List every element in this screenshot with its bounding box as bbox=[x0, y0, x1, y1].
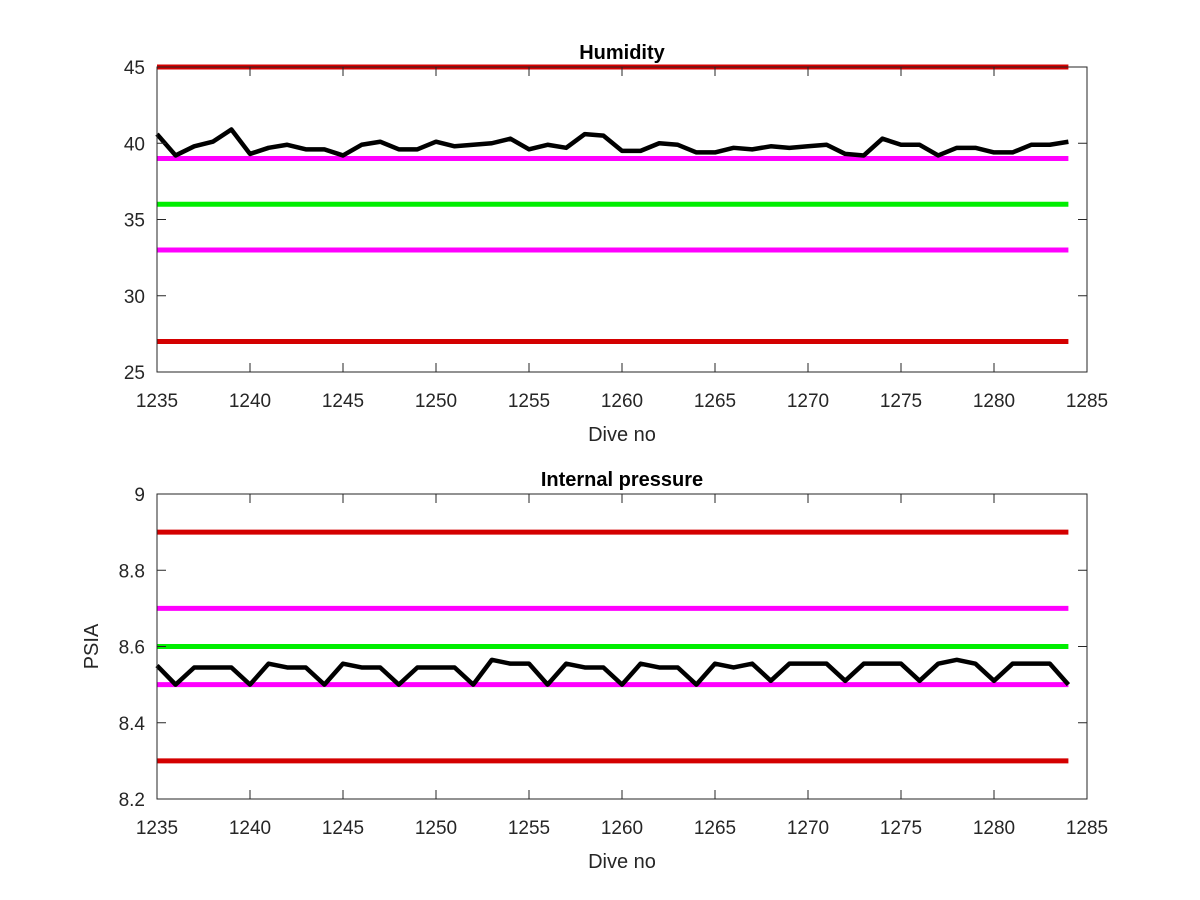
x-tick-label: 1260 bbox=[601, 818, 643, 839]
y-tick-label: 9 bbox=[134, 485, 145, 506]
plot-area bbox=[157, 67, 1087, 372]
chart-title: Internal pressure bbox=[541, 469, 703, 491]
chart-title: Humidity bbox=[579, 42, 665, 64]
y-tick-label: 40 bbox=[124, 134, 145, 155]
y-tick-label: 30 bbox=[124, 287, 145, 308]
x-tick-label: 1285 bbox=[1066, 391, 1108, 412]
x-tick-label: 1245 bbox=[322, 818, 364, 839]
y-tick-label: 8.6 bbox=[119, 638, 145, 659]
x-tick-label: 1265 bbox=[694, 818, 736, 839]
x-tick-label: 1270 bbox=[787, 818, 829, 839]
x-tick-label: 1275 bbox=[880, 818, 922, 839]
x-axis-label: Dive no bbox=[588, 424, 656, 446]
x-axis-label: Dive no bbox=[588, 851, 656, 873]
y-tick-label: 8.8 bbox=[119, 561, 145, 582]
x-tick-label: 1270 bbox=[787, 391, 829, 412]
x-tick-label: 1280 bbox=[973, 391, 1015, 412]
x-tick-label: 1250 bbox=[415, 391, 457, 412]
x-tick-label: 1250 bbox=[415, 818, 457, 839]
x-tick-label: 1255 bbox=[508, 818, 550, 839]
y-tick-label: 25 bbox=[124, 363, 145, 384]
x-tick-label: 1260 bbox=[601, 391, 643, 412]
x-tick-label: 1235 bbox=[136, 818, 178, 839]
y-axis-label: PSIA bbox=[81, 623, 103, 669]
x-tick-label: 1235 bbox=[136, 391, 178, 412]
series-line bbox=[155, 657, 1071, 687]
y-tick-label: 8.4 bbox=[119, 714, 146, 735]
x-tick-label: 1255 bbox=[508, 391, 550, 412]
chart-panel-2: 1235 1240 1245 1250 1255 1260 1265 1270 1275 1280… bbox=[81, 469, 1108, 873]
y-tick-label: 45 bbox=[124, 58, 145, 79]
y-tick-label: 8.2 bbox=[119, 790, 145, 811]
chart-panel-1: 1235 1240 1245 1250 1255 1260 1265 1270 1275 1280… bbox=[124, 42, 1108, 446]
x-tick-label: 1265 bbox=[694, 391, 736, 412]
y-tick-label: 35 bbox=[124, 211, 145, 232]
x-tick-label: 1285 bbox=[1066, 818, 1108, 839]
x-tick-label: 1245 bbox=[322, 391, 364, 412]
x-tick-label: 1275 bbox=[880, 391, 922, 412]
x-tick-label: 1240 bbox=[229, 818, 271, 839]
series-line bbox=[155, 127, 1069, 158]
x-tick-label: 1280 bbox=[973, 818, 1015, 839]
x-tick-label: 1240 bbox=[229, 391, 271, 412]
